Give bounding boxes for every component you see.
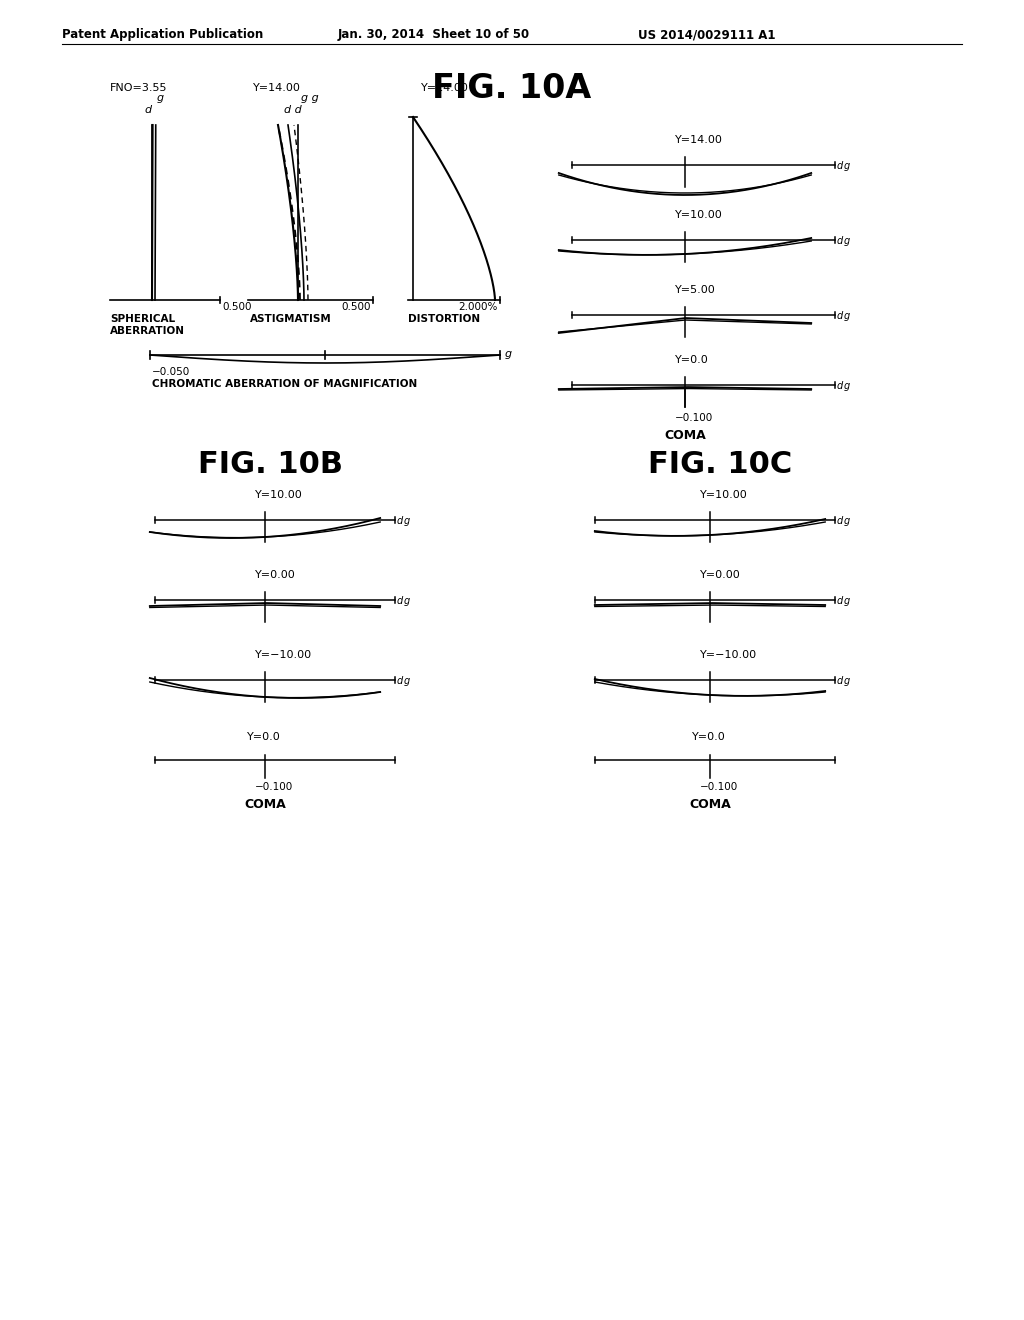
Text: d: d xyxy=(397,676,403,686)
Text: FNO=3.55: FNO=3.55 xyxy=(110,83,168,92)
Text: g: g xyxy=(404,676,411,686)
Text: d: d xyxy=(144,106,152,115)
Text: 0.500: 0.500 xyxy=(222,302,252,312)
Text: Y=0.0: Y=0.0 xyxy=(247,733,281,742)
Text: Y=10.00: Y=10.00 xyxy=(255,490,303,500)
Text: Y=10.00: Y=10.00 xyxy=(675,210,723,220)
Text: d: d xyxy=(837,516,843,525)
Text: ABERRATION: ABERRATION xyxy=(110,326,185,337)
Text: CHROMATIC ABERRATION OF MAGNIFICATION: CHROMATIC ABERRATION OF MAGNIFICATION xyxy=(152,379,417,389)
Text: g: g xyxy=(157,92,164,103)
Text: g: g xyxy=(505,348,512,359)
Text: Y=0.00: Y=0.00 xyxy=(255,570,296,579)
Text: −0.050: −0.050 xyxy=(152,367,190,378)
Text: Patent Application Publication: Patent Application Publication xyxy=(62,28,263,41)
Text: −0.100: −0.100 xyxy=(700,781,738,792)
Text: Y=−10.00: Y=−10.00 xyxy=(255,649,312,660)
Text: FIG. 10A: FIG. 10A xyxy=(432,73,592,106)
Text: Y=10.00: Y=10.00 xyxy=(700,490,748,500)
Text: FIG. 10B: FIG. 10B xyxy=(198,450,342,479)
Text: g: g xyxy=(844,676,850,686)
Text: g: g xyxy=(844,161,850,172)
Text: COMA: COMA xyxy=(665,429,706,442)
Text: Y=0.00: Y=0.00 xyxy=(700,570,740,579)
Text: ASTIGMATISM: ASTIGMATISM xyxy=(250,314,332,323)
Text: SPHERICAL: SPHERICAL xyxy=(110,314,175,323)
Text: −0.100: −0.100 xyxy=(255,781,293,792)
Text: d: d xyxy=(397,597,403,606)
Text: Y=14.00: Y=14.00 xyxy=(675,135,723,145)
Text: g: g xyxy=(844,236,850,246)
Text: 0.500: 0.500 xyxy=(341,302,371,312)
Text: d: d xyxy=(837,161,843,172)
Text: Y=14.00: Y=14.00 xyxy=(253,83,301,92)
Text: 2.000%: 2.000% xyxy=(459,302,498,312)
Text: Y=0.0: Y=0.0 xyxy=(675,355,709,366)
Text: g g: g g xyxy=(301,92,318,103)
Text: g: g xyxy=(404,597,411,606)
Text: d: d xyxy=(837,236,843,246)
Text: Y=5.00: Y=5.00 xyxy=(675,285,716,294)
Text: Y=0.0: Y=0.0 xyxy=(692,733,726,742)
Text: d: d xyxy=(837,597,843,606)
Text: d: d xyxy=(397,516,403,525)
Text: COMA: COMA xyxy=(689,799,731,810)
Text: g: g xyxy=(844,312,850,321)
Text: d: d xyxy=(837,676,843,686)
Text: d: d xyxy=(837,312,843,321)
Text: g: g xyxy=(404,516,411,525)
Text: g: g xyxy=(844,516,850,525)
Text: Y=14.00: Y=14.00 xyxy=(421,83,469,92)
Text: g: g xyxy=(844,381,850,391)
Text: d d: d d xyxy=(284,106,302,115)
Text: DISTORTION: DISTORTION xyxy=(408,314,480,323)
Text: COMA: COMA xyxy=(244,799,286,810)
Text: Jan. 30, 2014  Sheet 10 of 50: Jan. 30, 2014 Sheet 10 of 50 xyxy=(338,28,530,41)
Text: −0.100: −0.100 xyxy=(675,413,714,422)
Text: FIG. 10C: FIG. 10C xyxy=(648,450,793,479)
Text: g: g xyxy=(844,597,850,606)
Text: Y=−10.00: Y=−10.00 xyxy=(700,649,757,660)
Text: US 2014/0029111 A1: US 2014/0029111 A1 xyxy=(638,28,775,41)
Text: d: d xyxy=(837,381,843,391)
